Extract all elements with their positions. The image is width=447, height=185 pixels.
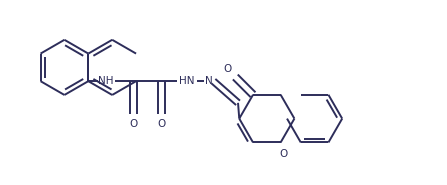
Text: O: O bbox=[224, 64, 232, 74]
Text: O: O bbox=[157, 119, 165, 129]
Text: O: O bbox=[279, 149, 288, 159]
Text: HN: HN bbox=[179, 76, 194, 86]
Text: N: N bbox=[205, 76, 212, 86]
Text: NH: NH bbox=[98, 76, 114, 86]
Text: O: O bbox=[130, 119, 138, 129]
